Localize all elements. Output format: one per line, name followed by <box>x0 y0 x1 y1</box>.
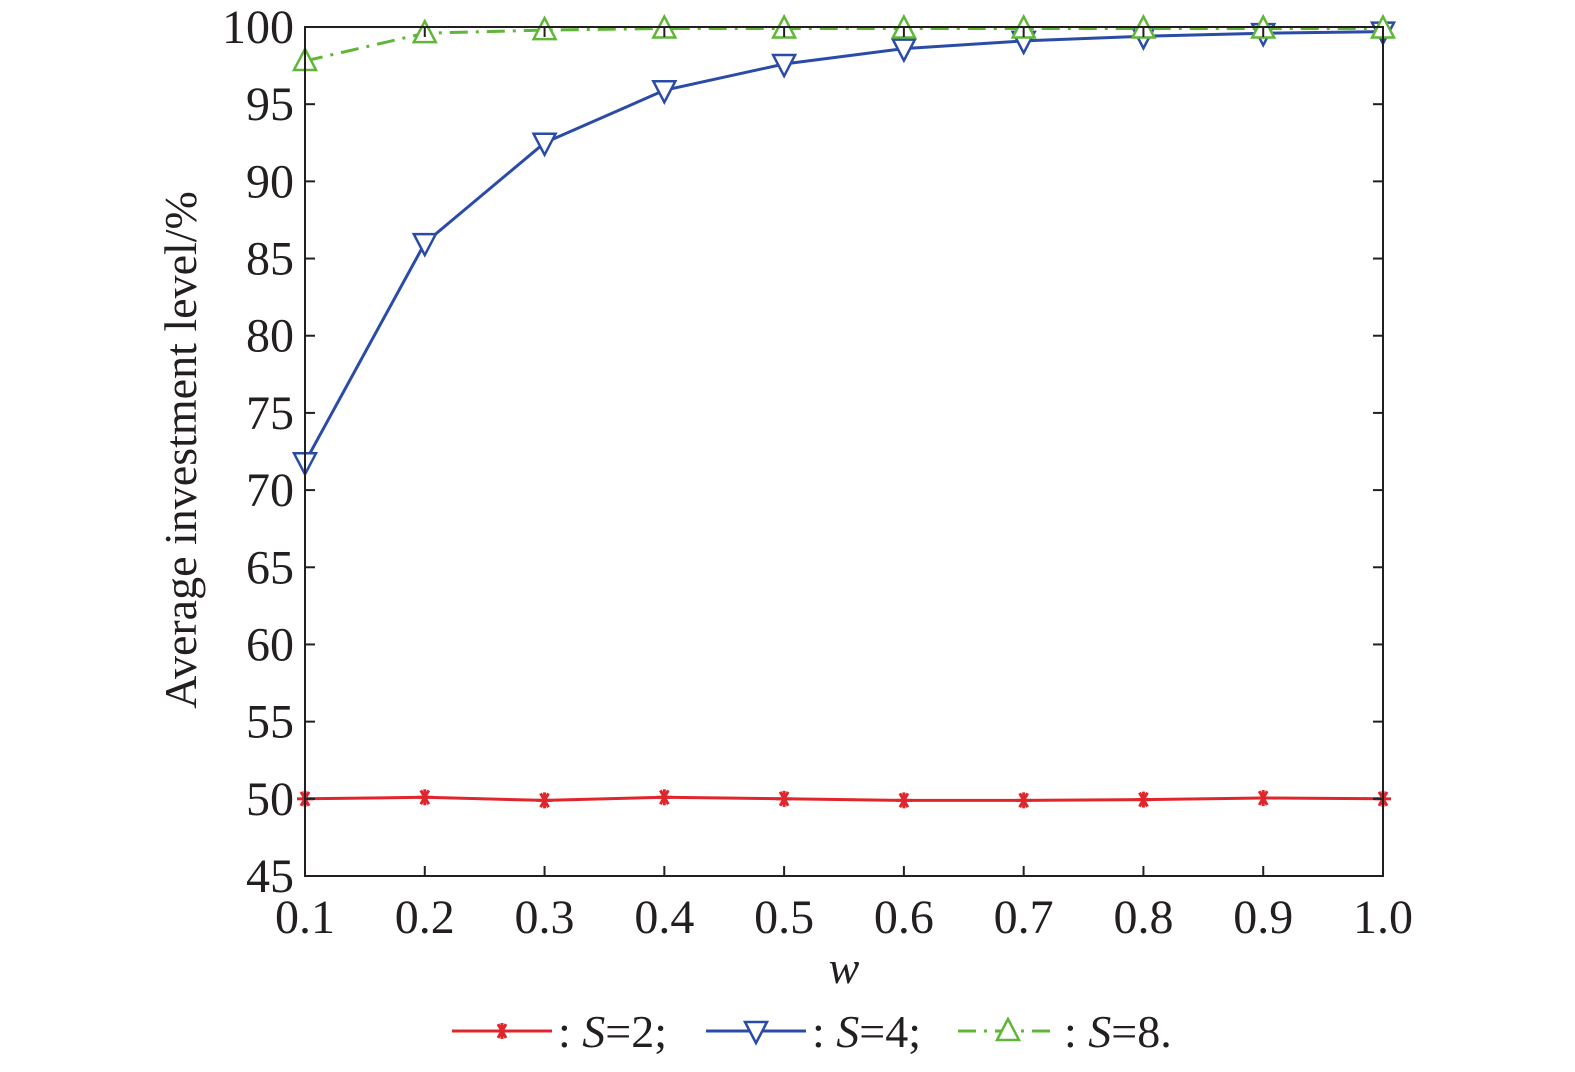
legend-label-S=4: : S=4; <box>812 1006 921 1057</box>
y-tick-label-85: 85 <box>246 233 294 286</box>
legend-label-S=8: : S=8. <box>1064 1006 1172 1057</box>
point-S=4-0.5 <box>771 53 798 79</box>
y-tick-label-50: 50 <box>246 773 294 826</box>
x-tick-label-0.1: 0.1 <box>275 891 335 944</box>
legend-item-S=4: : S=4; <box>706 1006 921 1057</box>
point-S=4-0.6 <box>890 38 917 64</box>
y-tick-label-90: 90 <box>246 155 294 208</box>
point-S=2-0.9 <box>1255 790 1272 807</box>
y-tick-label-80: 80 <box>246 310 294 363</box>
series-S=4 <box>291 21 1397 477</box>
point-S=2-0.2 <box>416 789 433 806</box>
point-S=2-0.3 <box>536 792 553 809</box>
x-tick-label-0.6: 0.6 <box>874 891 934 944</box>
point-S=4-0.3 <box>531 132 558 158</box>
x-tick-label-0.2: 0.2 <box>395 891 455 944</box>
series-S=2 <box>297 789 1391 809</box>
legend-label-S=2: : S=2; <box>558 1006 667 1057</box>
x-tick-label-0.5: 0.5 <box>754 891 814 944</box>
series-layer <box>291 13 1397 809</box>
y-tick-label-75: 75 <box>246 387 294 440</box>
legend-marker-S=4 <box>742 1020 770 1046</box>
x-tick-label-0.8: 0.8 <box>1113 891 1173 944</box>
y-tick-label-100: 100 <box>222 1 294 54</box>
x-tick-label-0.7: 0.7 <box>994 891 1054 944</box>
x-tick-labels: 0.1 0.2 0.3 0.4 0.5 0.6 0.7 0.8 0.9 1.0 <box>275 891 1413 944</box>
point-S=2-0.7 <box>1015 792 1032 809</box>
legend-item-S=8: : S=8. <box>958 1006 1172 1057</box>
series-line-S=8 <box>304 27 1383 63</box>
legend-item-S=2: : S=2; <box>452 1006 667 1057</box>
series-line-S=2 <box>304 795 1384 802</box>
series-line-S=4 <box>303 30 1384 464</box>
point-S=2-0.6 <box>895 792 912 809</box>
y-tick-labels: 45 50 55 60 65 70 75 80 85 90 95 100 <box>222 1 294 903</box>
series-S=8 <box>291 13 1397 72</box>
plot-frame <box>304 26 1384 877</box>
y-tick-label-95: 95 <box>246 78 294 131</box>
x-tick-label-0.3: 0.3 <box>515 891 575 944</box>
point-S=2-0.5 <box>776 790 793 807</box>
ticks-layer <box>304 26 1384 877</box>
x-tick-label-0.4: 0.4 <box>634 891 694 944</box>
y-axis-label: Average investment level/% <box>155 191 206 709</box>
point-S=4-0.2 <box>411 232 438 258</box>
y-tick-label-60: 60 <box>246 618 294 671</box>
y-tick-label-65: 65 <box>246 541 294 594</box>
x-axis-label: w <box>829 942 860 993</box>
legend-marker-S=2 <box>494 1023 510 1039</box>
point-S=2-0.4 <box>656 789 673 806</box>
y-tick-label-55: 55 <box>246 696 294 749</box>
y-tick-label-70: 70 <box>246 464 294 517</box>
legend-marker-S=8 <box>994 1016 1022 1042</box>
point-S=2-0.8 <box>1135 791 1152 808</box>
legend: : S=2; : S=4; : S=8. <box>452 1006 1172 1057</box>
x-tick-label-0.9: 0.9 <box>1233 891 1293 944</box>
point-S=4-0.4 <box>651 80 678 105</box>
y-tick-label-45: 45 <box>246 850 294 903</box>
x-tick-label-1.0: 1.0 <box>1353 891 1413 944</box>
